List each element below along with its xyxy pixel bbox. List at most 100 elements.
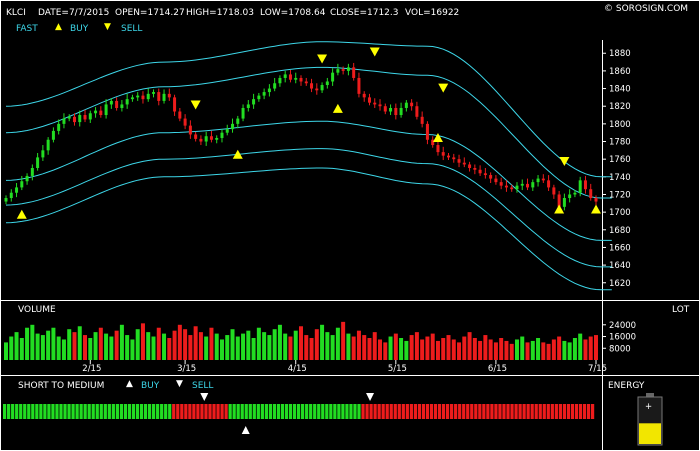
stm-bar — [91, 404, 95, 419]
price-tick-label: 1800 — [609, 120, 631, 130]
stm-bar — [47, 404, 51, 419]
volume-bar — [594, 335, 598, 360]
stm-bar — [329, 404, 333, 419]
price-tick-label: 1860 — [609, 67, 631, 77]
volume-bar — [420, 339, 425, 360]
candle-body — [157, 92, 161, 101]
volume-bar — [309, 338, 314, 360]
candle-body — [341, 69, 345, 71]
candle-body — [94, 110, 98, 114]
stm-bar — [156, 404, 160, 419]
candle-body — [336, 69, 340, 73]
volume-bar — [356, 330, 361, 360]
volume-bar — [304, 335, 309, 360]
stm-bar — [19, 404, 23, 419]
stm-bar — [486, 404, 490, 419]
stm-bar — [164, 404, 168, 419]
stm-bar — [79, 404, 83, 419]
stm-bar — [550, 404, 554, 419]
candle-body — [552, 187, 556, 195]
stm-bar — [393, 404, 397, 419]
candle-body — [483, 173, 487, 176]
volume-bar — [246, 330, 251, 360]
stm-bar — [421, 404, 426, 419]
battery-fill — [639, 423, 661, 444]
candle-body — [436, 145, 440, 153]
stm-bar — [566, 404, 571, 419]
volume-tick-label: 8000 — [609, 344, 631, 354]
stm-sell-mark — [200, 393, 209, 401]
volume-bar — [104, 333, 109, 360]
volume-bar — [256, 327, 261, 360]
stm-bar — [115, 404, 119, 419]
stm-bar — [95, 404, 99, 419]
volume-bar — [562, 340, 567, 360]
candle-body — [46, 139, 50, 151]
candle-body — [378, 104, 382, 107]
volume-bar — [198, 332, 203, 360]
volume-bar — [225, 335, 230, 360]
buy-signal — [232, 149, 243, 159]
stm-bar — [413, 404, 418, 419]
stm-bar — [462, 404, 466, 419]
candle-body — [130, 97, 134, 100]
candle-body — [209, 136, 213, 140]
price-tick-label: 1820 — [609, 102, 631, 112]
stm-bar — [389, 404, 393, 419]
candle-body — [320, 85, 324, 91]
candle-body — [220, 132, 224, 138]
stm-bar — [317, 404, 321, 419]
stm-bar — [405, 404, 409, 419]
volume-bar — [388, 336, 393, 360]
candle-body — [373, 102, 377, 105]
candle-body — [15, 187, 19, 193]
candle-body — [499, 182, 503, 186]
candle-body — [115, 100, 119, 108]
stm-bar — [526, 404, 530, 419]
volume-bar — [130, 339, 135, 360]
stm-bar — [264, 404, 268, 419]
volume-bar — [119, 324, 124, 360]
stm-bar — [441, 404, 446, 419]
candle-body — [20, 181, 24, 188]
lot-label: LOT — [672, 305, 690, 315]
stm-bar — [103, 404, 107, 419]
volume-bar — [378, 339, 383, 360]
legend-fast: FAST — [16, 24, 38, 34]
price-tick-label: 1780 — [609, 138, 631, 148]
stm-bar — [176, 404, 180, 419]
stm-bar — [578, 404, 583, 419]
stm-bar — [59, 404, 63, 419]
candle-body — [399, 107, 403, 116]
stm-bar — [248, 404, 252, 419]
band-lower1 — [5, 148, 612, 268]
volume-bar — [478, 340, 483, 360]
volume-bar — [567, 342, 572, 360]
stm-bar — [341, 404, 345, 419]
price-tick-label: 1720 — [609, 190, 631, 200]
date-label: DATE=7/7/2015 — [38, 8, 110, 18]
volume-bar — [372, 332, 377, 360]
volume-bar — [83, 335, 88, 360]
volume-tick-label: 16000 — [609, 333, 636, 343]
candle-body — [357, 77, 361, 94]
volume-bar — [267, 335, 272, 360]
stm-bar — [474, 404, 478, 419]
stm-bar — [184, 404, 188, 419]
candle-body — [331, 72, 335, 82]
stm-bar — [280, 404, 285, 419]
stm-bar — [361, 404, 365, 419]
candle-body — [241, 107, 245, 119]
candle-body — [41, 150, 45, 158]
band-upper1 — [5, 66, 612, 199]
stm-bar — [232, 404, 236, 419]
volume-bar — [530, 340, 535, 360]
volume-bar — [409, 335, 414, 360]
high-label: HIGH=1718.03 — [186, 8, 254, 18]
stm-bar — [212, 404, 216, 419]
candle-body — [146, 93, 150, 100]
candle-body — [262, 92, 266, 96]
volume-bar — [583, 339, 588, 360]
price-tick-label: 1880 — [609, 49, 631, 59]
stm-bar — [244, 404, 248, 419]
